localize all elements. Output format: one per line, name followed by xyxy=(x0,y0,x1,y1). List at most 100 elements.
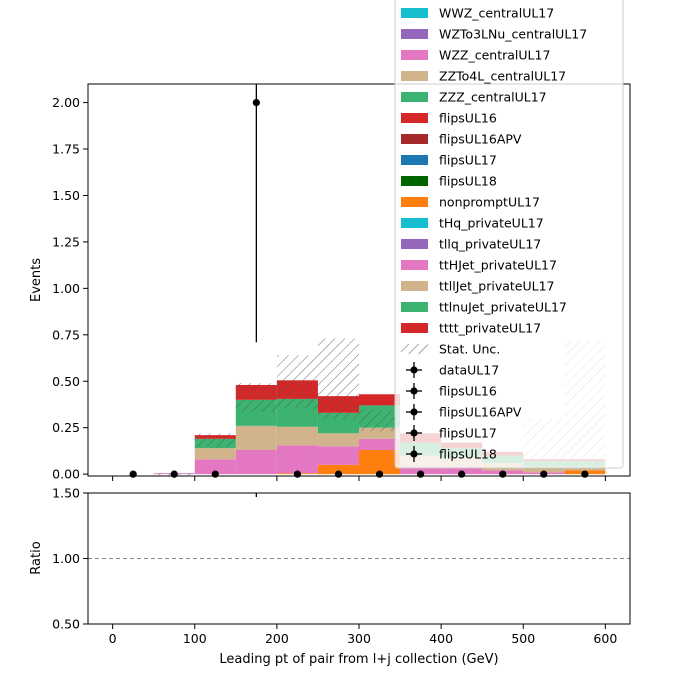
bar-segment xyxy=(359,438,401,450)
data-point xyxy=(170,470,178,478)
ratio-y-tick-label: 0.50 xyxy=(52,617,80,632)
ratio-x-tick-label: 600 xyxy=(593,631,617,646)
data-point xyxy=(129,470,137,478)
legend-swatch xyxy=(401,302,428,312)
legend-marker xyxy=(410,429,418,437)
legend-label: WWZ_centralUL17 xyxy=(439,6,554,21)
bar-segment xyxy=(564,466,606,471)
data-point xyxy=(375,470,384,478)
legend-label: flipsUL18 xyxy=(439,447,497,462)
legend-swatch xyxy=(401,197,428,207)
legend-swatch xyxy=(401,29,428,39)
legend-label: ttlnuJet_privateUL17 xyxy=(439,300,567,315)
bar-segment xyxy=(359,449,401,475)
legend-marker xyxy=(410,450,418,458)
ratio-x-tick-label: 100 xyxy=(183,631,207,646)
data-point xyxy=(293,470,302,478)
stat-unc-band xyxy=(235,383,277,412)
main-y-axis-label: Events xyxy=(29,258,44,302)
bar-segment xyxy=(235,425,277,450)
data-point xyxy=(581,470,589,478)
stat-unc-band xyxy=(359,410,401,432)
ratio-x-tick-label: 0 xyxy=(109,631,117,646)
legend-label: ttllJet_privateUL17 xyxy=(439,279,555,294)
data-point xyxy=(540,470,548,478)
bar-segment xyxy=(194,448,236,460)
bar-segment xyxy=(317,446,359,465)
legend-label: ttHJet_privateUL17 xyxy=(439,258,557,273)
stat-unc-band xyxy=(276,355,318,409)
bar-segment xyxy=(523,466,565,473)
legend-label: tllq_privateUL17 xyxy=(439,237,541,252)
x-axis-label: Leading pt of pair from l+j collection (… xyxy=(219,652,498,667)
legend-swatch xyxy=(401,134,428,144)
legend-label: WZZ_centralUL17 xyxy=(439,48,550,63)
legend-marker xyxy=(410,408,418,416)
bar-segment xyxy=(276,445,318,474)
bar-segment xyxy=(317,433,359,447)
legend-swatch xyxy=(401,155,428,165)
bar-segment xyxy=(235,449,277,475)
legend-label: ZZZ_centralUL17 xyxy=(439,90,547,105)
bar-segment xyxy=(317,464,359,475)
legend-label: flipsUL18 xyxy=(439,174,497,189)
y-tick-label: 1.00 xyxy=(52,281,80,296)
ratio-x-tick-label: 300 xyxy=(347,631,371,646)
legend-label: WZTo3LNu_centralUL17 xyxy=(439,27,587,42)
bar-segment xyxy=(276,426,318,446)
legend-label: tHq_privateUL17 xyxy=(439,216,544,231)
legend-marker xyxy=(410,366,418,374)
legend-label: flipsUL16APV xyxy=(439,132,522,147)
ratio-y-tick-label: 1.50 xyxy=(52,486,80,501)
legend-label: flipsUL17 xyxy=(439,426,497,441)
y-tick-label: 1.25 xyxy=(52,234,80,249)
y-tick-label: 1.50 xyxy=(52,188,80,203)
ratio-panel: 0.50 1.00 1.50 0 100 200 300 400 500 600 Ratio L… xyxy=(29,486,631,667)
data-point xyxy=(334,470,343,478)
ratio-y-tick-label: 1.00 xyxy=(52,551,80,566)
legend-label: tttt_privateUL17 xyxy=(439,321,541,336)
legend: WWZ_centralUL17 WZTo3LNu_centralUL17 WZZ_c… xyxy=(394,0,624,469)
bar-segment xyxy=(359,427,401,439)
legend-swatch xyxy=(401,281,428,291)
ratio-x-ticks: 0 100 200 300 400 500 600 xyxy=(109,624,617,646)
legend-label: ZZTo4L_centralUL17 xyxy=(439,69,566,84)
legend-swatch xyxy=(401,71,428,81)
legend-swatch xyxy=(401,8,428,18)
legend-hatch-swatch xyxy=(401,344,428,354)
y-tick-label: 1.75 xyxy=(52,142,80,157)
legend-swatch xyxy=(401,218,428,228)
ratio-y-axis-label: Ratio xyxy=(29,541,44,574)
bar-segment xyxy=(400,466,442,475)
legend-marker xyxy=(410,387,418,395)
ratio-x-tick-label: 200 xyxy=(265,631,289,646)
data-point xyxy=(252,98,260,107)
y-tick-label: 0.75 xyxy=(52,327,80,342)
bar-segment xyxy=(441,466,483,475)
data-point xyxy=(499,470,507,478)
stat-unc-band xyxy=(317,338,359,420)
legend-swatch xyxy=(401,113,428,123)
legend-swatch xyxy=(401,50,428,60)
data-point xyxy=(458,470,466,478)
legend-label: dataUL17 xyxy=(439,363,499,378)
legend-label: flipsUL16 xyxy=(439,111,497,126)
ratio-y-ticks: 0.50 1.00 1.50 xyxy=(52,486,88,632)
main-y-ticks: 0.00 0.25 0.50 0.75 1.00 1.25 1.50 1.75 2.00 xyxy=(52,95,88,482)
data-point xyxy=(211,470,219,478)
y-tick-label: 2.00 xyxy=(52,95,80,110)
y-tick-label: 0.25 xyxy=(52,420,80,435)
legend-label: flipsUL16APV xyxy=(439,405,522,420)
bar-segment xyxy=(194,459,236,475)
legend-label: flipsUL16 xyxy=(439,384,497,399)
legend-box xyxy=(394,0,624,469)
legend-swatch xyxy=(401,92,428,102)
legend-label: Stat. Unc. xyxy=(439,342,500,357)
ratio-x-tick-label: 400 xyxy=(429,631,453,646)
ratio-x-tick-label: 500 xyxy=(511,631,535,646)
legend-label: flipsUL17 xyxy=(439,153,497,168)
legend-swatch xyxy=(401,176,428,186)
legend-label: nonpromptUL17 xyxy=(439,195,540,210)
y-tick-label: 0.50 xyxy=(52,374,80,389)
